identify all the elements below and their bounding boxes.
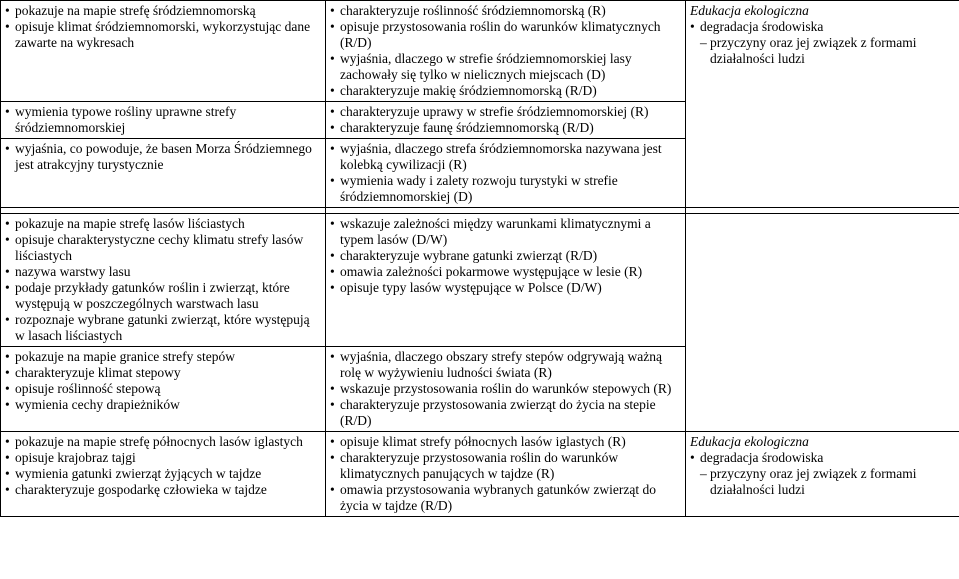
- bullet-item: opisuje klimat śródziemnomorski, wykorzy…: [5, 19, 321, 51]
- item-list: wyjaśnia, dlaczego strefa śródziemnomors…: [330, 141, 681, 205]
- section-heading: Edukacja ekologiczna: [690, 3, 955, 19]
- bullet-item: wymienia typowe rośliny uprawne strefy ś…: [5, 104, 321, 136]
- bullet-item: charakteryzuje faunę śródziemnomorską (R…: [330, 120, 681, 136]
- col-basic: pokazuje na mapie strefę lasów liściasty…: [1, 214, 326, 347]
- item-list: wskazuje zależności między warunkami kli…: [330, 216, 681, 296]
- col-basic: wyjaśnia, co powoduje, że basen Morza Śr…: [1, 139, 326, 208]
- bullet-item: charakteryzuje wybrane gatunki zwierząt …: [330, 248, 681, 264]
- bullet-item: opisuje typy lasów występujące w Polsce …: [330, 280, 681, 296]
- bullet-item: opisuje klimat strefy północnych lasów i…: [330, 434, 681, 450]
- bullet-item: pokazuje na mapie strefę śródziemnomorsk…: [5, 3, 321, 19]
- col-basic: pokazuje na mapie strefę północnych lasó…: [1, 432, 326, 517]
- bullet-item: wyjaśnia, dlaczego w strefie śródziemnom…: [330, 51, 681, 83]
- bullet-item: wskazuje przystosowania roślin do warunk…: [330, 381, 681, 397]
- col-extended: charakteryzuje roślinność śródziemnomors…: [326, 1, 686, 102]
- bullet-item: opisuje charakterystyczne cechy klimatu …: [5, 232, 321, 264]
- col-extended: opisuje klimat strefy północnych lasów i…: [326, 432, 686, 517]
- curriculum-table: pokazuje na mapie strefę śródziemnomorsk…: [0, 0, 959, 517]
- bullet-item: opisuje krajobraz tajgi: [5, 450, 321, 466]
- col-basic: wymienia typowe rośliny uprawne strefy ś…: [1, 102, 326, 139]
- bullet-item: charakteryzuje przystosowania zwierząt d…: [330, 397, 681, 429]
- dash-item: przyczyny oraz jej związek z formami dzi…: [690, 35, 955, 67]
- bullet-item: wskazuje zależności między warunkami kli…: [330, 216, 681, 248]
- item-list: opisuje klimat strefy północnych lasów i…: [330, 434, 681, 514]
- bullet-item: podaje przykłady gatunków roślin i zwier…: [5, 280, 321, 312]
- table-row: pokazuje na mapie strefę północnych lasó…: [1, 432, 959, 517]
- col-extended: wyjaśnia, dlaczego strefa śródziemnomors…: [326, 139, 686, 208]
- bullet-item: charakteryzuje przystosowania roślin do …: [330, 450, 681, 482]
- bullet-item: charakteryzuje roślinność śródziemnomors…: [330, 3, 681, 19]
- item-list: pokazuje na mapie strefę śródziemnomorsk…: [5, 3, 321, 51]
- bullet-item: degradacja środowiska: [690, 450, 955, 466]
- col-basic: pokazuje na mapie strefę śródziemnomorsk…: [1, 1, 326, 102]
- bullet-item: wyjaśnia, dlaczego obszary strefy stepów…: [330, 349, 681, 381]
- table-row: pokazuje na mapie strefę lasów liściasty…: [1, 214, 959, 347]
- item-list: pokazuje na mapie granice strefy stepówc…: [5, 349, 321, 413]
- bullet-item: wymienia cechy drapieżników: [5, 397, 321, 413]
- item-list: Edukacja ekologicznadegradacja środowisk…: [690, 3, 955, 67]
- bullet-item: degradacja środowiska: [690, 19, 955, 35]
- bullet-item: wymienia gatunki zwierząt żyjących w taj…: [5, 466, 321, 482]
- col-extended: wskazuje zależności między warunkami kli…: [326, 214, 686, 347]
- bullet-item: wyjaśnia, co powoduje, że basen Morza Śr…: [5, 141, 321, 173]
- bullet-item: pokazuje na mapie strefę północnych lasó…: [5, 434, 321, 450]
- table-row: pokazuje na mapie strefę śródziemnomorsk…: [1, 1, 959, 102]
- section-heading: Edukacja ekologiczna: [690, 434, 955, 450]
- bullet-item: charakteryzuje makię śródziemnomorską (R…: [330, 83, 681, 99]
- item-list: wyjaśnia, dlaczego obszary strefy stepów…: [330, 349, 681, 429]
- bullet-item: charakteryzuje gospodarkę człowieka w ta…: [5, 482, 321, 498]
- item-list: Edukacja ekologicznadegradacja środowisk…: [690, 434, 955, 498]
- bullet-item: wyjaśnia, dlaczego strefa śródziemnomors…: [330, 141, 681, 173]
- bullet-item: pokazuje na mapie granice strefy stepów: [5, 349, 321, 365]
- col-extended: wyjaśnia, dlaczego obszary strefy stepów…: [326, 347, 686, 432]
- item-list: wymienia typowe rośliny uprawne strefy ś…: [5, 104, 321, 136]
- col-extended: charakteryzuje uprawy w strefie śródziem…: [326, 102, 686, 139]
- item-list: pokazuje na mapie strefę lasów liściasty…: [5, 216, 321, 344]
- bullet-item: wymienia wady i zalety rozwoju turystyki…: [330, 173, 681, 205]
- dash-item: przyczyny oraz jej związek z formami dzi…: [690, 466, 955, 498]
- col-paths: Edukacja ekologicznadegradacja środowisk…: [686, 1, 959, 208]
- item-list: charakteryzuje roślinność śródziemnomors…: [330, 3, 681, 99]
- item-list: pokazuje na mapie strefę północnych lasó…: [5, 434, 321, 498]
- bullet-item: omawia zależności pokarmowe występujące …: [330, 264, 681, 280]
- bullet-item: pokazuje na mapie strefę lasów liściasty…: [5, 216, 321, 232]
- bullet-item: omawia przystosowania wybranych gatunków…: [330, 482, 681, 514]
- item-list: charakteryzuje uprawy w strefie śródziem…: [330, 104, 681, 136]
- bullet-item: charakteryzuje uprawy w strefie śródziem…: [330, 104, 681, 120]
- col-paths: [686, 214, 959, 432]
- bullet-item: charakteryzuje klimat stepowy: [5, 365, 321, 381]
- bullet-item: rozpoznaje wybrane gatunki zwierząt, któ…: [5, 312, 321, 344]
- col-paths: Edukacja ekologicznadegradacja środowisk…: [686, 432, 959, 517]
- col-basic: pokazuje na mapie granice strefy stepówc…: [1, 347, 326, 432]
- bullet-item: opisuje roślinność stepową: [5, 381, 321, 397]
- bullet-item: nazywa warstwy lasu: [5, 264, 321, 280]
- item-list: wyjaśnia, co powoduje, że basen Morza Śr…: [5, 141, 321, 173]
- bullet-item: opisuje przystosowania roślin do warunkó…: [330, 19, 681, 51]
